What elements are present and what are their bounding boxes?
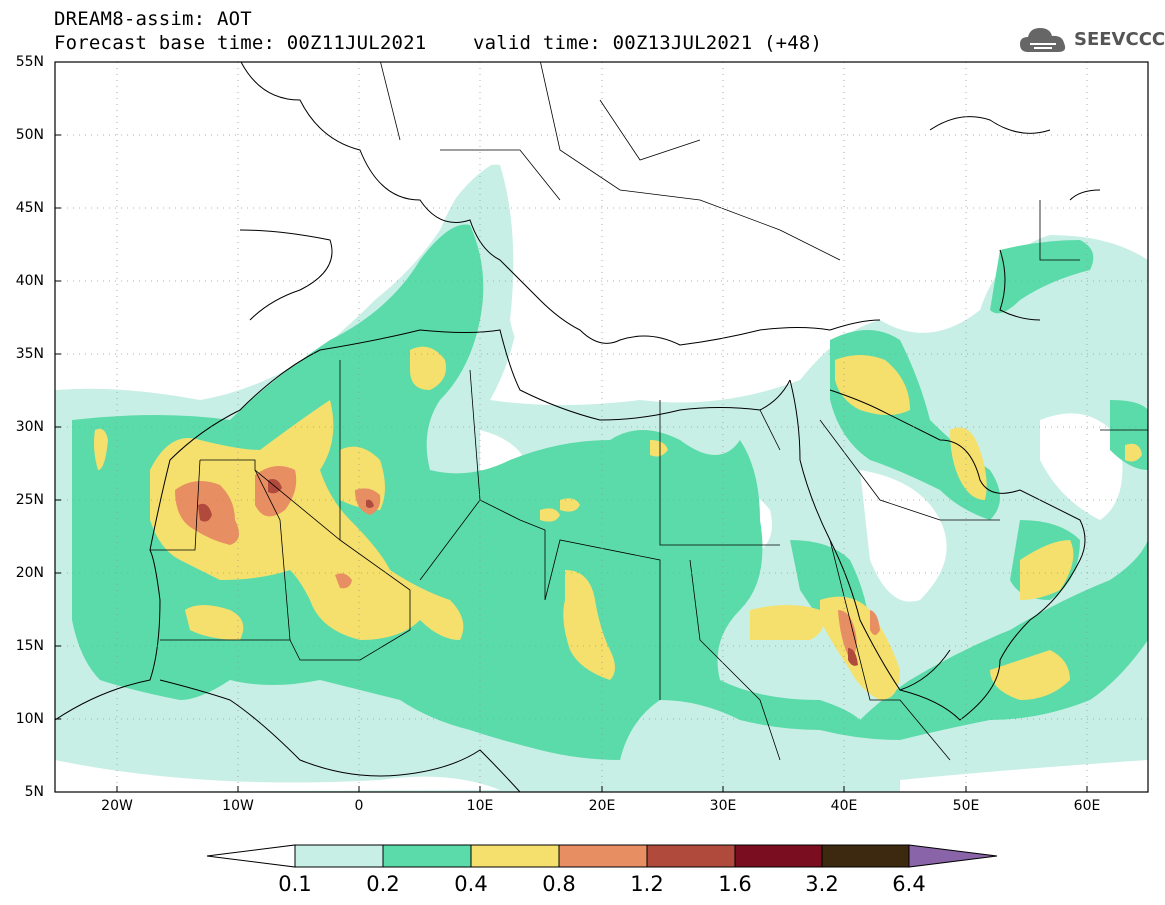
lat-label: 30N [15,419,44,435]
lat-label: 35N [15,346,44,362]
seevccc-logo: SEEVCCC [1018,24,1165,58]
colorbar-label: 0.4 [454,872,488,896]
lat-label: 55N [15,54,44,70]
country-borders [150,62,1148,761]
colorbar-bin-0.1 [294,844,384,868]
lon-label: 40E [830,798,858,814]
colorbar-bin-3.2 [821,844,910,868]
colorbar-label: 0.8 [542,872,576,896]
lat-label: 40N [15,273,44,289]
colorbar-bin-0.4 [470,844,560,868]
colorbar-low-arrow [206,844,296,868]
lat-label: 5N [24,784,44,800]
axis-ticks [55,134,1088,792]
colorbar-label: 0.1 [278,872,312,896]
colorbar-bin-1.2 [646,844,736,868]
dust-fields [55,62,1148,792]
lat-label: 50N [15,127,44,143]
forecast-time-line: Forecast base time: 00Z11JUL2021 valid t… [54,32,823,54]
lon-label: 60E [1073,798,1101,814]
lat-label: 10N [15,711,44,727]
lon-label: 30E [709,798,737,814]
colorbar-label: 1.6 [718,872,752,896]
colorbar-label: 1.2 [630,872,664,896]
colorbar-bin-1.6 [734,844,823,868]
colorbar-bin-0.2 [382,844,472,868]
coastlines [55,62,1101,792]
lon-label: 50E [952,798,980,814]
lat-label: 20N [15,565,44,581]
lon-label: 0 [354,798,364,814]
map-title: DREAM8-assim: AOT [54,8,252,30]
lon-label: 10W [222,798,254,814]
logo-text: SEEVCCC [1074,29,1165,50]
lat-label: 15N [15,638,44,654]
lon-label: 20E [588,798,616,814]
colorbar-high-arrow [908,844,998,868]
colorbar-bin-0.8 [558,844,648,868]
colorbar-label: 6.4 [892,872,926,896]
cloud-icon [1020,28,1066,52]
lon-label: 20W [101,798,133,814]
graticule [55,62,1148,792]
lon-label: 10E [466,798,494,814]
colorbar-label: 0.2 [366,872,400,896]
lat-label: 25N [15,492,44,508]
lat-label: 45N [15,200,44,216]
colorbar [206,844,998,868]
colorbar-label: 3.2 [805,872,839,896]
